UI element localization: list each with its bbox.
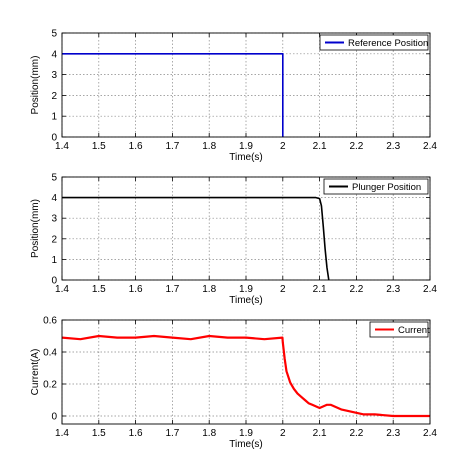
y-tick-label: 2 — [51, 91, 57, 102]
legend: Current — [369, 321, 430, 338]
y-tick-label: 2 — [51, 234, 57, 245]
x-tick-label: 1.5 — [92, 284, 106, 295]
series-line-1 — [62, 334, 430, 418]
y-tick-label: 5 — [51, 173, 57, 184]
y-tick-label: 0 — [51, 412, 57, 423]
x-tick-label: 2.3 — [386, 284, 400, 295]
legend-box — [323, 178, 429, 195]
y-axis-label: Position(mm) — [30, 56, 41, 115]
series-line-1 — [62, 53, 284, 137]
axes-frame — [61, 176, 431, 281]
y-tick-label: 0 — [51, 276, 57, 287]
y-tick-label: 0.2 — [43, 380, 57, 391]
y-tick-label: 1 — [51, 112, 57, 123]
x-tick-label: 1.9 — [239, 428, 253, 439]
x-tick-label: 2 — [280, 141, 286, 152]
x-axis-label: Time(s) — [229, 295, 263, 306]
series-line-1 — [62, 196, 330, 280]
x-axis-label: Time(s) — [229, 152, 263, 163]
legend-box — [319, 34, 429, 51]
x-tick-label: 2.1 — [313, 428, 327, 439]
subplot-3: 1.4 1.5 1.6 1.7 1.8 1.9 2 2.1 2.2 2.3 2.4 0 0.2 0.4 0.… — [30, 316, 437, 451]
x-tick-label: 1.7 — [165, 284, 179, 295]
x-tick-label: 1.8 — [202, 428, 216, 439]
y-tick-label: 5 — [51, 29, 57, 40]
legend-box — [369, 321, 429, 338]
axes-frame — [61, 32, 431, 138]
subplot-2: 1.4 1.5 1.6 1.7 1.8 1.9 2 2.1 2.2 2.3 2.4 0 1 2 3 4 5 Tim… — [30, 173, 437, 307]
y-axis-label: Position(mm) — [30, 199, 41, 258]
x-tick-label: 1.4 — [55, 284, 69, 295]
x-tick-label: 1.7 — [165, 428, 179, 439]
x-tick-label: 2.2 — [349, 141, 363, 152]
legend-label: Plunger Position — [352, 182, 421, 193]
x-tick-label: 1.9 — [239, 141, 253, 152]
x-tick-label: 1.4 — [55, 141, 69, 152]
legend: Reference Position — [319, 34, 429, 51]
y-tick-label: 0 — [51, 133, 57, 144]
x-tick-label: 2 — [280, 428, 286, 439]
x-tick-label: 2.1 — [313, 141, 327, 152]
y-tick-label: 0.4 — [43, 348, 57, 359]
x-tick-label: 2.2 — [349, 428, 363, 439]
legend-label: Current — [398, 325, 430, 336]
x-tick-label: 1.6 — [129, 428, 143, 439]
x-tick-label: 1.5 — [92, 141, 106, 152]
x-tick-label: 1.5 — [92, 428, 106, 439]
x-tick-label: 1.4 — [55, 428, 69, 439]
x-tick-label: 2.2 — [349, 284, 363, 295]
x-tick-label: 2.3 — [386, 141, 400, 152]
x-tick-label: 2.4 — [423, 141, 437, 152]
x-tick-label: 2.4 — [423, 428, 437, 439]
y-tick-label: 4 — [51, 193, 57, 204]
x-tick-label: 1.8 — [202, 141, 216, 152]
legend: Plunger Position — [323, 178, 429, 195]
y-tick-label: 0.6 — [43, 316, 57, 327]
x-tick-label: 1.9 — [239, 284, 253, 295]
y-tick-label: 3 — [51, 214, 57, 225]
x-tick-label: 1.6 — [129, 284, 143, 295]
x-tick-label: 2.1 — [313, 284, 327, 295]
y-tick-label: 3 — [51, 70, 57, 81]
y-tick-label: 1 — [51, 255, 57, 266]
x-tick-label: 1.6 — [129, 141, 143, 152]
x-tick-label: 1.8 — [202, 284, 216, 295]
x-tick-label: 2.4 — [423, 284, 437, 295]
legend-label: Reference Position — [348, 38, 428, 49]
x-tick-label: 2.3 — [386, 428, 400, 439]
x-axis-label: Time(s) — [229, 439, 263, 450]
y-axis-label: Current(A) — [30, 349, 41, 396]
subplot-1: 1.4 1.5 1.6 1.7 1.8 1.9 2 2.1 2.2 2.3 2.4 0 1 2 3 4 5 Tim… — [30, 29, 437, 164]
y-tick-label: 4 — [51, 49, 57, 60]
x-tick-label: 2 — [280, 284, 286, 295]
x-tick-label: 1.7 — [165, 141, 179, 152]
axes-frame — [61, 319, 431, 425]
